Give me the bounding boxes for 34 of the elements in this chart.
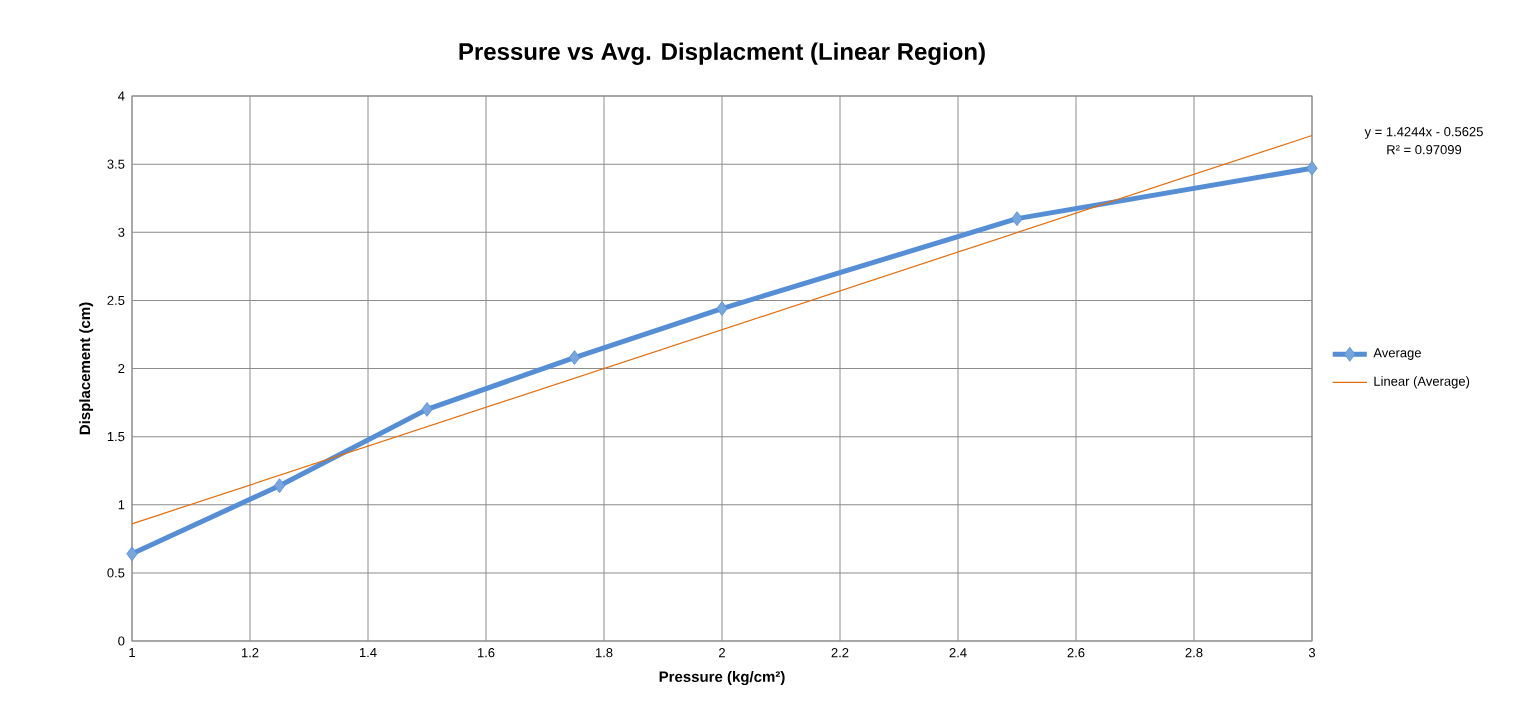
point [1306,160,1318,176]
point [1011,211,1023,227]
y-axis-title: Displacement (cm) [79,302,94,435]
y-tick-label: 0 [118,636,125,646]
y-tick-label: 1.5 [107,432,125,442]
chart-title: Pressure vs Avg. Displacment (Linear Region) [459,42,985,65]
y-tick-label: 0.5 [107,568,125,578]
x-tick-label: 3 [1308,648,1316,658]
y-tick-label: 2.5 [107,295,125,305]
legend-label: Linear (Average) [1374,376,1470,389]
y-tick-label: 4 [118,91,125,101]
x-tick-label: 2.2 [831,648,849,658]
y-tick-label: 2 [118,363,125,374]
text: R² = 0.97099 [1387,145,1462,155]
y-tick-label: 1 [118,500,125,510]
point [421,401,433,417]
x-tick-label: 2.8 [1185,648,1203,658]
x-tick-label: 1 [129,648,135,658]
text: y = 1.4244x - 0.5625 [1364,127,1483,139]
x-axis-title: Pressure (kg/cm²) [659,671,785,686]
x-tick-label: 2 [719,648,725,658]
x-tick-label: 1.8 [595,648,613,658]
x-tick-label: 1.2 [241,648,259,658]
legend-label: Average [1373,348,1421,360]
y-tick-label: 3 [118,227,125,237]
x-tick-label: 1.4 [359,648,377,658]
point [273,478,286,494]
x-tick-label: 2.4 [949,648,967,658]
x-tick-label: 2.6 [1067,648,1085,658]
x-tick-label: 1.6 [477,648,495,658]
point [568,350,581,365]
point [716,301,728,316]
point [126,546,138,562]
y-tick-label: 3.5 [107,159,125,169]
